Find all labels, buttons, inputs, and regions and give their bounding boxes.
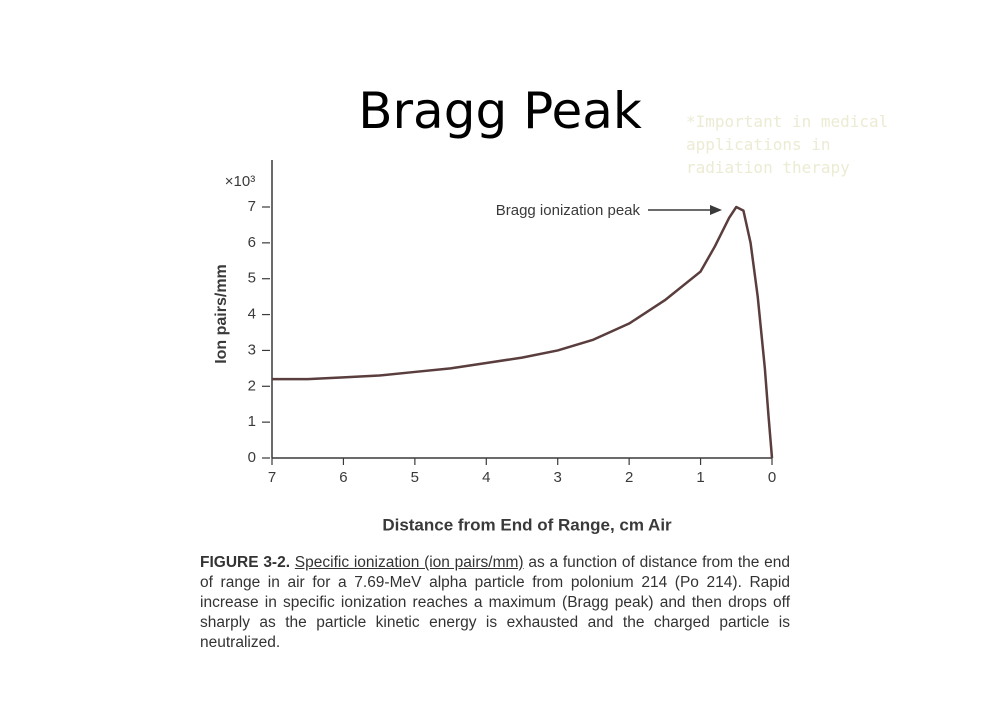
x-tick-label: 0 [768, 469, 776, 486]
y-tick-label: 4 [248, 306, 256, 323]
x-tick-label: 7 [268, 469, 276, 486]
x-tick-label: 3 [554, 469, 562, 486]
caption-underlined: Specific ionization (ion pairs/mm) [294, 554, 524, 571]
data-line [272, 205, 774, 459]
caption-text: as a function of distance from the end o… [200, 554, 790, 651]
annotation-arrowhead [710, 205, 722, 215]
y-tick-label: 7 [248, 198, 256, 215]
caption: FIGURE 3-2. Specific ionization (ion pai… [200, 553, 790, 653]
note: *Important in medical applications in ra… [686, 112, 889, 177]
annotation: Bragg ionization peak [496, 202, 641, 219]
y-axis-title: Ion pairs/mm [213, 264, 230, 364]
y-tick-label: 3 [248, 341, 256, 358]
y-multiplier: ×10³ [225, 173, 255, 190]
x-tick-label: 4 [482, 469, 490, 486]
x-tick-label: 1 [696, 469, 704, 486]
x-tick-label: 5 [411, 469, 419, 486]
x-tick-label: 2 [625, 469, 633, 486]
x-axis-title: Distance from End of Range, cm Air [382, 515, 672, 534]
y-tick-label: 2 [248, 377, 256, 394]
y-tick-label: 0 [248, 449, 256, 466]
x-tick-label: 6 [339, 469, 347, 486]
slide-title: Bragg Peak [358, 82, 642, 140]
y-tick-label: 1 [248, 413, 256, 430]
y-tick-label: 5 [248, 270, 256, 287]
y-tick-label: 6 [248, 234, 256, 251]
caption-label: FIGURE 3-2. [200, 554, 291, 571]
